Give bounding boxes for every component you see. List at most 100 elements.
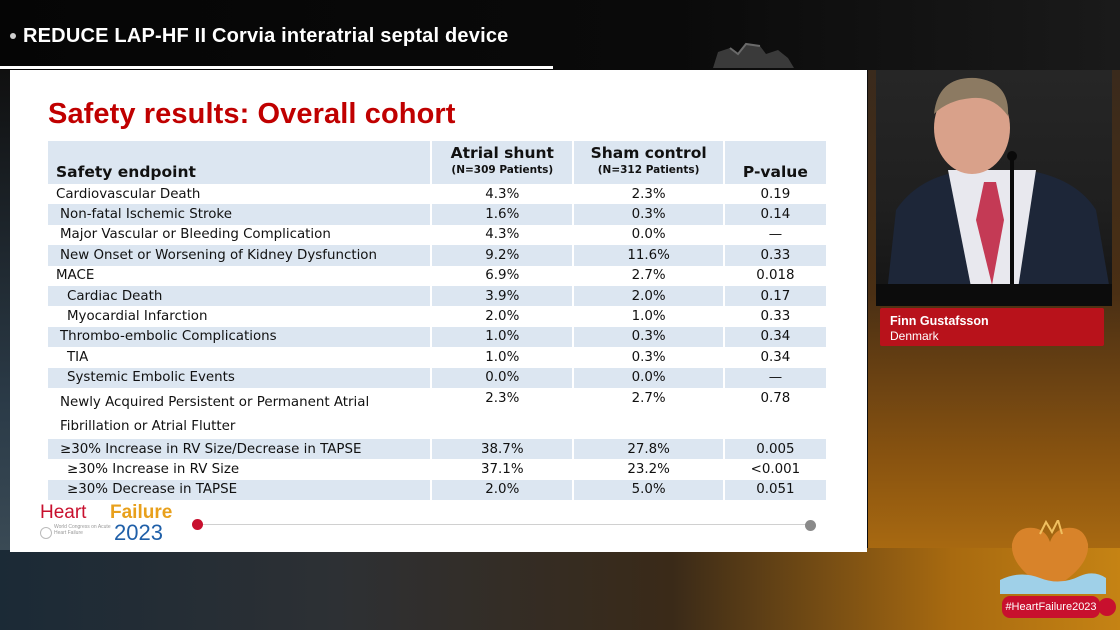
table-row: Myocardial Infarction 2.0% 1.0% 0.33 [48,306,829,327]
endpoint-cell: New Onset or Worsening of Kidney Dysfunc… [48,245,433,266]
video-title: REDUCE LAP-HF II Corvia interatrial sept… [23,24,509,47]
header-sham-control-label: Sham control [590,144,707,162]
sham-control-cell: 0.0% [573,367,725,388]
sham-control-cell: 1.0% [573,306,725,327]
sham-control-cell: 2.0% [573,285,725,307]
table-row: Cardiac Death 3.9% 2.0% 0.17 [48,285,829,307]
p-value-cell: 0.005 [723,438,829,460]
header-atrial-shunt-label: Atrial shunt [450,144,554,162]
endpoint-cell: ≥30% Increase in RV Size/Decrease in TAP… [48,438,433,460]
logo-year: 2023 [114,520,163,545]
table-row: TIA 1.0% 0.3% 0.34 [48,347,829,368]
atrial-shunt-cell: 37.1% [431,459,575,480]
heart-emblem-icon [1000,520,1106,594]
table-row: Non-fatal Ischemic Stroke 1.6% 0.3% 0.14 [48,204,829,225]
hashtag-badge-icon [1098,598,1116,616]
atrial-shunt-cell: 4.3% [431,224,575,246]
slide-progress-end-dot [805,520,816,531]
p-value-cell: — [723,224,829,246]
endpoint-cell: Newly Acquired Persistent or Permanent A… [48,387,433,439]
stage-floor-background [0,548,1120,630]
sham-control-cell: 2.7% [573,265,725,286]
slide-progress-start-dot [192,519,203,530]
speaker-silhouette-icon [886,77,1112,302]
header-atrial-shunt-n: (N=309 Patients) [451,164,554,176]
atrial-shunt-cell: 1.6% [431,204,575,225]
heart-failure-2023-logo: Heart Failure World Congress on Acute He… [40,502,180,546]
sham-control-cell: 2.3% [573,184,725,205]
p-value-cell: 0.17 [723,285,829,307]
endpoint-cell: Myocardial Infarction [48,306,433,327]
table-row: MACE 6.9% 2.7% 0.018 [48,265,829,286]
left-edge-background [0,70,10,550]
p-value-cell: 0.33 [723,306,829,327]
speaker-name: Finn Gustafsson [890,314,989,328]
logo-word-failure: Failure [110,502,173,523]
title-underline [0,66,553,69]
table-row: ≥30% Increase in RV Size/Decrease in TAP… [48,438,829,460]
table-row: New Onset or Worsening of Kidney Dysfunc… [48,245,829,266]
table-row: Cardiovascular Death 4.3% 2.3% 0.19 [48,184,829,205]
endpoint-cell: Major Vascular or Bleeding Complication [48,224,433,246]
atrial-shunt-cell: 3.9% [431,285,575,307]
atrial-shunt-cell: 2.0% [431,479,575,501]
endpoint-cell: Systemic Embolic Events [48,367,433,388]
endpoint-cell: ≥30% Decrease in TAPSE [48,479,433,501]
sham-control-cell: 0.3% [573,204,725,225]
endpoint-cell: ≥30% Increase in RV Size [48,459,433,480]
atrial-shunt-cell: 0.0% [431,367,575,388]
sham-control-cell: 0.3% [573,347,725,368]
atrial-shunt-cell: 4.3% [431,184,575,205]
p-value-cell: 0.051 [723,479,829,501]
header-safety-endpoint: Safety endpoint [48,141,433,184]
table-row: Thrombo-embolic Complications 1.0% 0.3% … [48,326,829,348]
logo-word-heart: Heart [40,502,87,523]
endpoint-cell: Non-fatal Ischemic Stroke [48,204,433,225]
p-value-cell: 0.34 [723,347,829,368]
p-value-cell: 0.14 [723,204,829,225]
atrial-shunt-cell: 9.2% [431,245,575,266]
header-sham-control-n: (N=312 Patients) [597,164,700,176]
sham-control-cell: 23.2% [573,459,725,480]
table-row: ≥30% Decrease in TAPSE 2.0% 5.0% 0.051 [48,479,829,501]
sham-control-cell: 5.0% [573,479,725,501]
endpoint-cell: Thrombo-embolic Complications [48,326,433,348]
p-value-cell: 0.33 [723,245,829,266]
header-p-value: P-value [723,141,829,184]
p-value-cell: 0.78 [723,387,829,439]
sham-control-cell: 0.3% [573,326,725,348]
logo-mark-icon [40,527,52,539]
slide-title: Safety results: Overall cohort [48,98,456,130]
event-hashtag: #HeartFailure2023 [1002,596,1100,618]
title-bullet-icon [10,33,16,39]
header-sham-control: Sham control (N=312 Patients) [573,141,725,184]
table-row: Newly Acquired Persistent or Permanent A… [48,387,829,439]
p-value-cell: 0.19 [723,184,829,205]
video-title-bar: REDUCE LAP-HF II Corvia interatrial sept… [0,18,508,54]
p-value-cell: 0.34 [723,326,829,348]
endpoint-cell: TIA [48,347,433,368]
atrial-shunt-cell: 1.0% [431,347,575,368]
speaker-name-plate: Finn Gustafsson Denmark [880,308,1104,346]
p-value-cell: — [723,367,829,388]
endpoint-cell: Cardiovascular Death [48,184,433,205]
atrial-shunt-cell: 2.0% [431,306,575,327]
slide-progress-track [198,524,810,525]
table-row: ≥30% Increase in RV Size 37.1% 23.2% <0.… [48,459,829,480]
sham-control-cell: 2.7% [573,387,725,439]
atrial-shunt-cell: 1.0% [431,326,575,348]
atrial-shunt-cell: 2.3% [431,387,575,439]
endpoint-cell: Cardiac Death [48,285,433,307]
atrial-shunt-cell: 6.9% [431,265,575,286]
header-atrial-shunt: Atrial shunt (N=309 Patients) [431,141,575,184]
stage-decoration-icon [713,42,794,68]
sham-control-cell: 27.8% [573,438,725,460]
p-value-cell: 0.018 [723,265,829,286]
presentation-slide: Safety results: Overall cohort Safety en… [10,70,867,552]
endpoint-cell: MACE [48,265,433,286]
table-header-row: Safety endpoint Atrial shunt (N=309 Pati… [48,141,829,184]
speaker-country: Denmark [890,329,939,343]
speaker-video [876,70,1112,302]
atrial-shunt-cell: 38.7% [431,438,575,460]
podium [876,284,1112,306]
